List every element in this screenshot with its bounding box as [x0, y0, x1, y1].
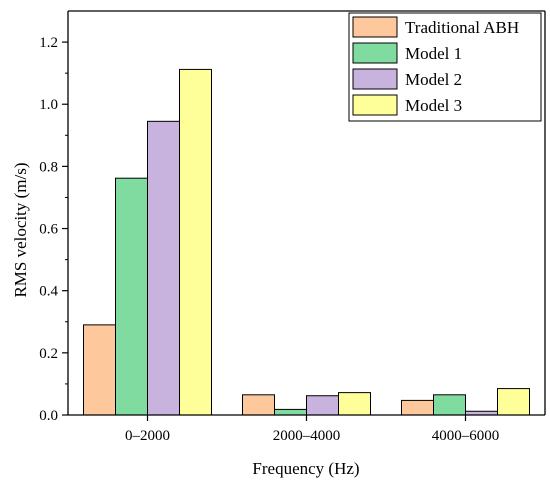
x-tick-labels: 0–2000 2000–4000 4000–6000 [125, 415, 499, 444]
legend-label: Model 3 [405, 96, 462, 115]
legend-label: Model 2 [405, 70, 462, 89]
y-tick-labels: 0.0 0.2 0.4 0.6 0.8 1.0 1.2 [39, 35, 68, 424]
legend-label: Traditional ABH [405, 18, 519, 37]
bars-group [83, 68, 530, 416]
legend-swatch [352, 68, 398, 90]
legend: Traditional ABH Model 1 Model 2 Model 3 [348, 12, 542, 122]
legend-swatch [352, 16, 398, 38]
y-tick-label: 1.2 [39, 35, 58, 51]
bar-1-cat-2 [242, 394, 275, 416]
legend-label: Model 1 [405, 44, 462, 63]
x-tick-label: 0–2000 [125, 428, 170, 444]
bar-3-cat-2 [306, 395, 339, 416]
bar-1-cat-3 [401, 399, 434, 416]
y-tick-label: 0.2 [39, 346, 58, 362]
y-tick-label: 0.6 [39, 222, 58, 238]
bar-2-cat-3 [433, 394, 466, 416]
y-tick-label: 0.8 [39, 159, 58, 175]
y-tick-label: 0.0 [39, 408, 58, 424]
legend-swatch [352, 42, 398, 64]
bar-4-cat-1 [179, 68, 212, 416]
bar-3-cat-1 [147, 120, 180, 416]
bar-4-cat-2 [338, 392, 371, 416]
x-axis-label: Frequency (Hz) [252, 459, 359, 478]
x-tick-label: 4000–6000 [432, 428, 500, 444]
legend-swatch [352, 94, 398, 116]
bar-4-cat-3 [497, 388, 530, 416]
bar-1-cat-1 [83, 324, 116, 416]
bar-2-cat-1 [115, 177, 148, 416]
y-axis-label: RMS velocity (m/s) [11, 162, 30, 297]
y-tick-label: 1.0 [39, 97, 58, 113]
bar-2-cat-2 [274, 408, 307, 416]
y-tick-label: 0.4 [39, 284, 58, 300]
x-tick-label: 2000–4000 [273, 428, 341, 444]
